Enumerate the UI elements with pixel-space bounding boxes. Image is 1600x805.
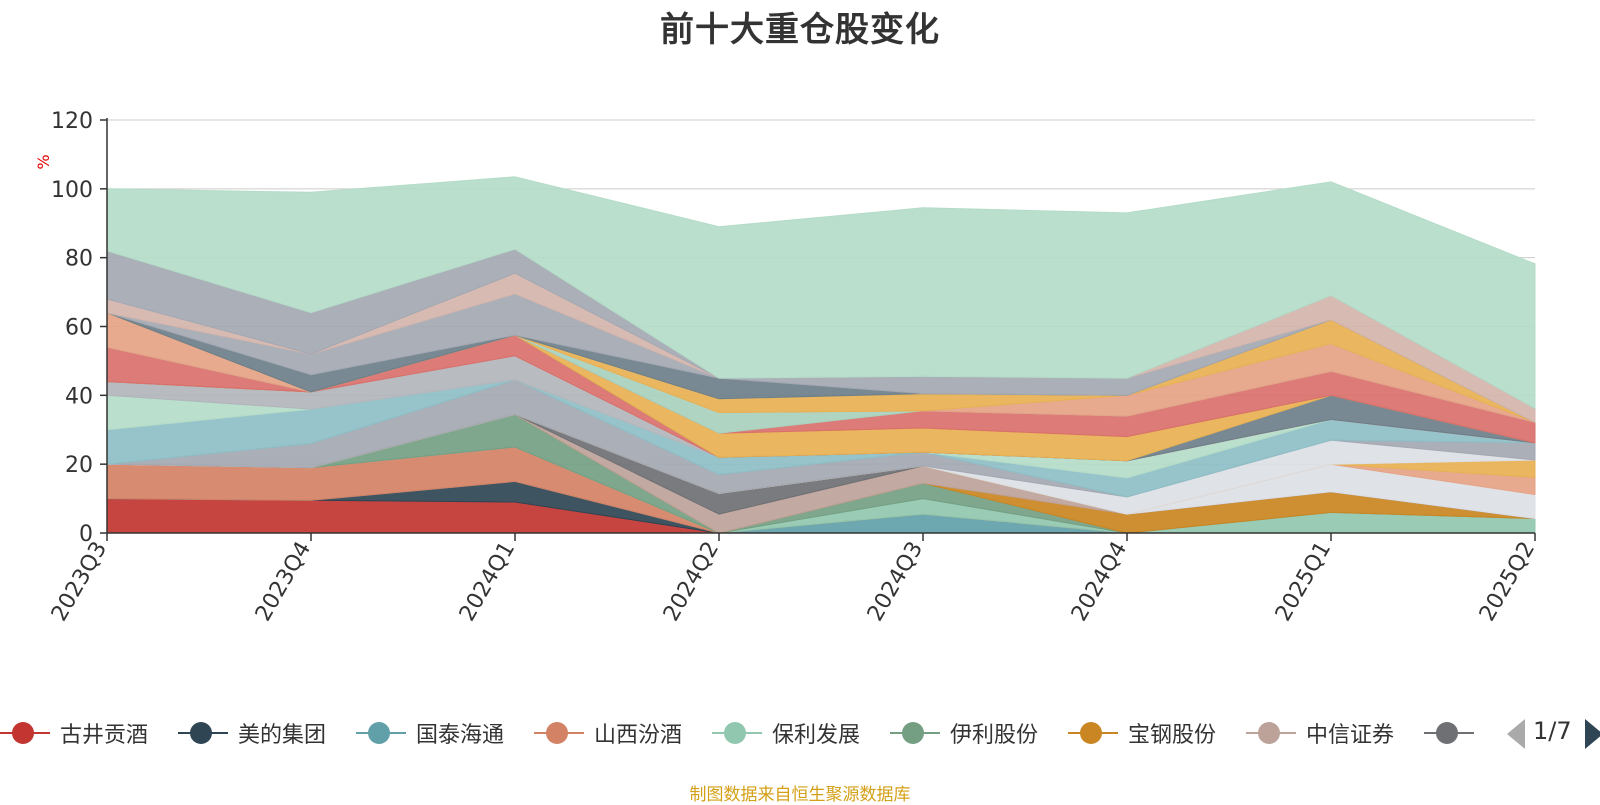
legend-marker-icon — [1246, 720, 1296, 746]
legend-item[interactable]: 国泰海通 — [356, 713, 504, 753]
legend-marker-icon — [178, 720, 228, 746]
next-page-icon[interactable] — [1585, 719, 1600, 749]
legend-item[interactable]: 山西汾酒 — [534, 713, 682, 753]
legend-item[interactable]: 宝钢股份 — [1068, 713, 1216, 753]
legend-label: 古井贡酒 — [60, 723, 149, 748]
legend-label: 国泰海通 — [416, 723, 505, 748]
legend-label: 中信证券 — [1306, 723, 1395, 748]
area-series-29 — [106, 176, 1536, 409]
x-tick-label: 2024Q1 — [455, 538, 520, 626]
source-note: 制图数据来自恒生聚源数据库 — [689, 785, 911, 805]
legend-marker-icon — [1424, 720, 1474, 746]
legend-marker-icon — [0, 720, 50, 746]
legend-item[interactable]: 美的集团 — [178, 713, 326, 753]
x-tick-label: 2025Q2 — [1475, 538, 1540, 626]
legend-item[interactable] — [1424, 713, 1484, 753]
y-axis-unit: % — [34, 154, 53, 169]
x-tick-label: 2024Q3 — [863, 538, 928, 626]
legend-marker-icon — [1068, 720, 1118, 746]
legend-label: 伊利股份 — [950, 723, 1039, 748]
y-tick-label: 60 — [65, 316, 93, 341]
y-tick-label: 20 — [65, 453, 93, 478]
legend-marker-icon — [356, 720, 406, 746]
x-tick-label: 2025Q1 — [1271, 538, 1336, 626]
legend-label: 宝钢股份 — [1128, 723, 1217, 748]
legend-label: 山西汾酒 — [594, 723, 683, 748]
y-tick-label: 120 — [51, 109, 93, 134]
chart-title: 前十大重仓股变化 — [660, 10, 940, 50]
prev-page-icon[interactable] — [1507, 719, 1525, 749]
area-series — [106, 176, 1536, 534]
legend-marker-icon — [890, 720, 940, 746]
legend-label: 美的集团 — [238, 723, 327, 748]
y-tick-label: 100 — [51, 178, 93, 203]
x-tick-label: 2023Q4 — [251, 538, 316, 626]
stacked-area-chart: 0 20 40 60 80 100 120 2023Q3 2023Q4 2024Q1 2024Q2 2… — [34, 109, 1540, 626]
legend-item[interactable]: 中信证券 — [1246, 713, 1394, 753]
legend-item[interactable]: 古井贡酒 — [0, 713, 148, 753]
legend-items: 古井贡酒 美的集团 国泰海通 山西汾酒 保利发展 伊利股份 宝钢股份 中信证券 — [0, 713, 1505, 753]
legend-label: 保利发展 — [772, 723, 861, 748]
legend-pager: 1/7 — [1505, 713, 1600, 753]
legend-marker-icon — [712, 720, 762, 746]
legend-item[interactable]: 保利发展 — [712, 713, 860, 753]
legend-page-indicator: 1/7 — [1533, 717, 1572, 745]
x-tick-label: 2024Q2 — [659, 538, 724, 626]
y-tick-label: 0 — [79, 522, 93, 547]
x-tick-label: 2024Q4 — [1067, 538, 1132, 626]
x-tick-label: 2023Q3 — [47, 538, 112, 626]
legend-item[interactable]: 伊利股份 — [890, 713, 1038, 753]
y-tick-label: 80 — [65, 247, 93, 272]
legend: 古井贡酒 美的集团 国泰海通 山西汾酒 保利发展 伊利股份 宝钢股份 中信证券 1/7 — [0, 713, 1600, 753]
y-tick-label: 40 — [65, 384, 93, 409]
legend-marker-icon — [534, 720, 584, 746]
